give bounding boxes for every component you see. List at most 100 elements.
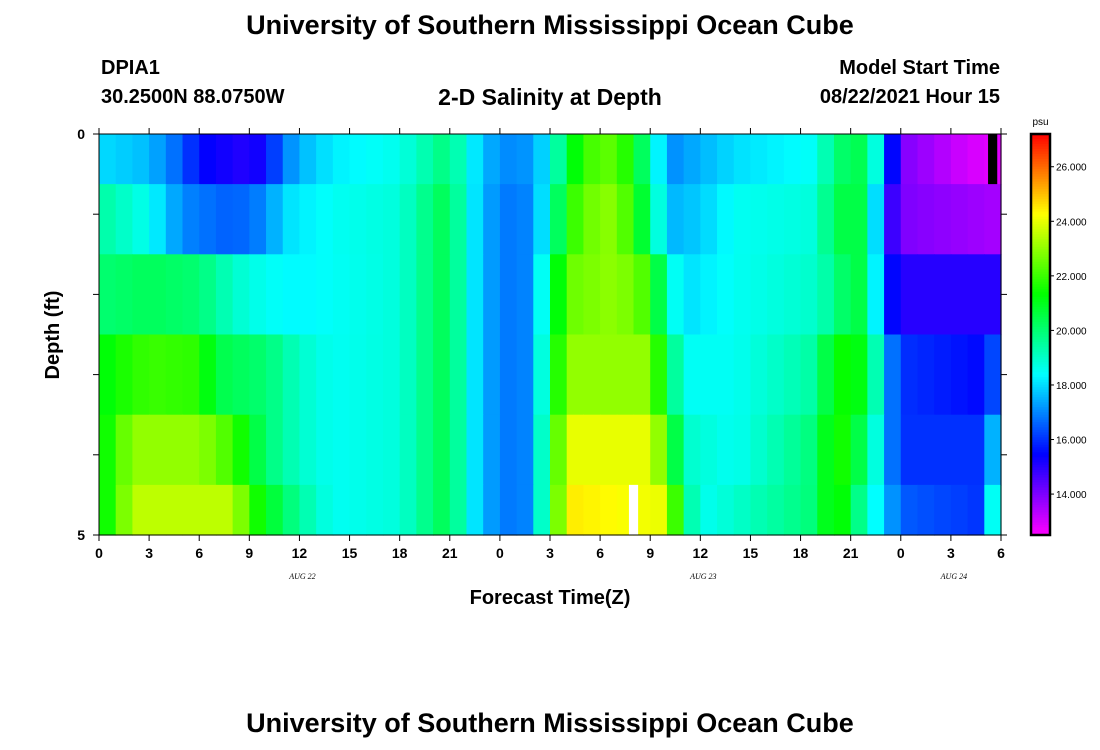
heatmap-cell	[683, 334, 701, 416]
heatmap-cell	[299, 334, 317, 416]
heatmap-cell	[282, 134, 301, 185]
heatmap-cell	[900, 484, 919, 536]
heatmap-cell	[215, 414, 234, 486]
colorbar-strip	[1031, 201, 1050, 205]
colorbar-strip	[1031, 489, 1050, 493]
heatmap-cell	[566, 334, 584, 416]
colorbar-strip	[1031, 311, 1050, 316]
heatmap-cell	[416, 414, 434, 486]
heatmap-cell	[733, 254, 752, 336]
colorbar-strip	[1031, 439, 1050, 443]
colorbar-strip	[1031, 234, 1050, 238]
heatmap-cell	[182, 484, 200, 536]
colorbar-strip	[1031, 319, 1050, 323]
heatmap-cell	[950, 134, 969, 185]
colorbar-strip	[1031, 482, 1050, 486]
colorbar-strip	[1031, 417, 1050, 421]
heatmap-cell	[199, 254, 217, 336]
heatmap-cell	[382, 184, 401, 255]
heatmap-cell	[316, 134, 334, 185]
heatmap-cell	[349, 134, 367, 185]
heatmap-cell	[483, 484, 501, 536]
heatmap-cell	[900, 334, 919, 416]
heatmap-cell	[633, 414, 651, 486]
colorbar-strip	[1031, 134, 1050, 138]
model-start-value: 08/22/2021 Hour 15	[819, 86, 1000, 108]
colorbar-strip	[1031, 459, 1050, 463]
heatmap-cell	[800, 254, 818, 336]
heatmap-cell	[182, 414, 200, 486]
colorbar-strip	[1031, 239, 1050, 243]
colorbar-strip	[1031, 492, 1050, 496]
heatmap-cell	[783, 134, 802, 185]
x-tick-label: 15	[342, 545, 358, 561]
heatmap-cell	[850, 134, 868, 185]
colorbar-strip	[1031, 507, 1050, 511]
heatmap-cell	[349, 184, 367, 255]
heatmap-cell	[215, 254, 234, 336]
colorbar-strip	[1031, 301, 1050, 306]
heatmap-cell	[666, 414, 685, 486]
heatmap-cell	[165, 254, 184, 336]
heatmap-cell	[316, 254, 334, 336]
heatmap-cell	[633, 134, 651, 185]
heatmap-cell	[867, 414, 885, 486]
colorbar-strip	[1031, 407, 1050, 411]
heatmap-cell	[566, 414, 584, 486]
heatmap-cell	[583, 254, 601, 336]
heatmap-cell	[149, 254, 167, 336]
y-tick-label: 5	[77, 527, 85, 543]
colorbar-strip	[1031, 179, 1050, 183]
heatmap-cell	[650, 134, 668, 185]
heatmap-cell	[833, 334, 852, 416]
heatmap-cell	[783, 414, 802, 486]
heatmap-cell	[182, 134, 200, 185]
heatmap-cell	[232, 414, 250, 486]
heatmap-cell	[917, 134, 935, 185]
colorbar-strip	[1031, 154, 1050, 158]
x-tick-label: 9	[646, 545, 654, 561]
heatmap-cell	[483, 134, 501, 185]
heatmap-cell	[767, 484, 785, 536]
heatmap-cell	[266, 254, 284, 336]
colorbar-strip	[1031, 324, 1050, 328]
colorbar-strip	[1031, 437, 1050, 441]
colorbar-strip	[1031, 174, 1050, 178]
heatmap-cell	[700, 254, 718, 336]
colorbar-strip	[1031, 414, 1050, 418]
heatmap-cell	[483, 414, 501, 486]
heatmap-cell	[282, 334, 301, 416]
colorbar-strip	[1031, 452, 1050, 456]
colorbar-strip	[1031, 216, 1050, 220]
heatmap-cell	[165, 414, 184, 486]
heatmap-cell	[967, 334, 985, 416]
heatmap-cell	[666, 484, 685, 536]
colorbar-strip	[1031, 304, 1050, 308]
heatmap-cell	[650, 184, 668, 255]
heatmap-cell	[767, 134, 785, 185]
heatmap-cell	[149, 334, 167, 416]
colorbar-strip	[1031, 254, 1050, 258]
heatmap-cell	[767, 254, 785, 336]
colorbar-strip	[1031, 497, 1050, 501]
colorbar-strip	[1031, 169, 1050, 173]
heatmap-cell	[600, 334, 618, 416]
heatmap-cell	[516, 184, 534, 255]
colorbar-strip	[1031, 314, 1050, 318]
heatmap-cell	[650, 254, 668, 336]
colorbar-strip	[1031, 161, 1050, 165]
colorbar-strip	[1031, 399, 1050, 403]
colorbar-strip	[1031, 231, 1050, 235]
heatmap-cell	[717, 254, 735, 336]
colorbar-strip	[1031, 362, 1050, 366]
x-tick-label: 6	[195, 545, 203, 561]
colorbar-strip	[1031, 402, 1050, 406]
x-tick-label: 21	[442, 545, 458, 561]
heatmap-cell	[232, 484, 250, 536]
heatmap-cell	[266, 334, 284, 416]
heatmap-cell	[817, 184, 835, 255]
colorbar-strip	[1031, 171, 1050, 175]
colorbar-unit: psu	[1032, 117, 1048, 128]
colorbar-strip	[1031, 286, 1050, 290]
heatmap-cell	[449, 134, 468, 185]
